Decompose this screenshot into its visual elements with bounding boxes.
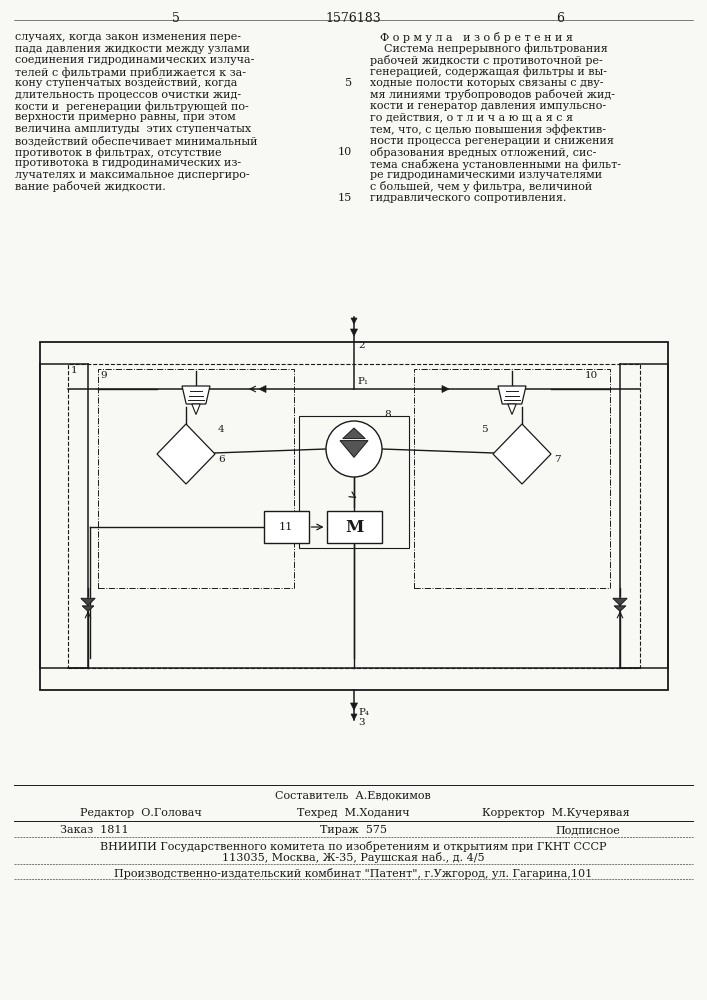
Text: P₄: P₄ xyxy=(358,708,369,717)
Text: телей с фильтрами приближается к за-: телей с фильтрами приближается к за- xyxy=(15,66,246,78)
Text: ходные полости которых связаны с дву-: ходные полости которых связаны с дву- xyxy=(370,78,604,88)
Text: кону ступенчатых воздействий, когда: кону ступенчатых воздействий, когда xyxy=(15,78,238,88)
Text: P₂: P₂ xyxy=(179,448,189,456)
Bar xyxy=(327,511,382,543)
Text: пада давления жидкости между узлами: пада давления жидкости между узлами xyxy=(15,43,250,53)
Text: длительность процессов очистки жид-: длительность процессов очистки жид- xyxy=(15,90,241,100)
Bar xyxy=(40,342,668,690)
Text: мя линиями трубопроводов рабочей жид-: мя линиями трубопроводов рабочей жид- xyxy=(370,90,615,101)
Bar xyxy=(264,511,308,543)
Text: тема снабжена установленными на фильт-: тема снабжена установленными на фильт- xyxy=(370,158,621,169)
Text: 4: 4 xyxy=(218,424,225,434)
Text: M: M xyxy=(345,518,363,536)
Text: кости и генератор давления импульсно-: кости и генератор давления импульсно- xyxy=(370,101,606,111)
Polygon shape xyxy=(259,385,266,392)
Text: 9: 9 xyxy=(100,371,107,380)
Text: кости и  регенерации фильтрующей по-: кости и регенерации фильтрующей по- xyxy=(15,101,249,112)
Text: Заказ  1811: Заказ 1811 xyxy=(60,825,129,835)
Text: 10: 10 xyxy=(585,371,598,380)
Bar xyxy=(299,416,409,548)
Text: Система непрерывного фильтрования: Система непрерывного фильтрования xyxy=(370,43,608,54)
Bar xyxy=(414,369,610,588)
Polygon shape xyxy=(498,386,526,404)
Polygon shape xyxy=(81,598,95,605)
Text: с большей, чем у фильтра, величиной: с большей, чем у фильтра, величиной xyxy=(370,182,592,192)
Polygon shape xyxy=(614,606,626,611)
Text: го действия, о т л и ч а ю щ а я с я: го действия, о т л и ч а ю щ а я с я xyxy=(370,112,573,122)
Text: Производственно-издательский комбинат "Патент", г.Ужгород, ул. Гагарина,101: Производственно-издательский комбинат "П… xyxy=(114,868,592,879)
Text: 7: 7 xyxy=(554,454,561,464)
Text: соединения гидродинамических излуча-: соединения гидродинамических излуча- xyxy=(15,55,255,65)
Polygon shape xyxy=(351,714,357,720)
Text: ВНИИПИ Государственного комитета по изобретениям и открытиям при ГКНТ СССР: ВНИИПИ Государственного комитета по изоб… xyxy=(100,841,606,852)
Text: верхности примерно равны, при этом: верхности примерно равны, при этом xyxy=(15,112,235,122)
Text: рабочей жидкости с противоточной ре-: рабочей жидкости с противоточной ре- xyxy=(370,55,603,66)
Text: 6: 6 xyxy=(218,454,225,464)
Text: 5: 5 xyxy=(172,12,180,25)
Text: гидравлического сопротивления.: гидравлического сопротивления. xyxy=(370,193,566,203)
Text: тем, что, с целью повышения эффектив-: тем, что, с целью повышения эффектив- xyxy=(370,124,606,135)
Bar xyxy=(98,369,294,588)
Text: 15: 15 xyxy=(338,193,352,203)
Polygon shape xyxy=(343,428,366,439)
Polygon shape xyxy=(340,441,368,457)
Text: 1: 1 xyxy=(71,366,78,375)
Text: 3: 3 xyxy=(358,718,365,727)
Text: 1576183: 1576183 xyxy=(325,12,381,25)
Text: 6: 6 xyxy=(556,12,564,25)
Text: 5: 5 xyxy=(481,424,488,434)
Polygon shape xyxy=(182,386,210,404)
Text: 2: 2 xyxy=(358,341,365,350)
Text: 113035, Москва, Ж-35, Раушская наб., д. 4/5: 113035, Москва, Ж-35, Раушская наб., д. … xyxy=(222,852,484,863)
Text: Техред  М.Ходанич: Техред М.Ходанич xyxy=(297,808,409,818)
Text: противотока в гидродинамических из-: противотока в гидродинамических из- xyxy=(15,158,241,168)
Text: Составитель  А.Евдокимов: Составитель А.Евдокимов xyxy=(275,790,431,800)
Text: противоток в фильтрах, отсутствие: противоток в фильтрах, отсутствие xyxy=(15,147,221,158)
Polygon shape xyxy=(82,606,94,611)
Text: воздействий обеспечивает минимальный: воздействий обеспечивает минимальный xyxy=(15,135,257,146)
Circle shape xyxy=(326,421,382,477)
Text: 5: 5 xyxy=(345,78,352,88)
Text: ности процесса регенерации и снижения: ности процесса регенерации и снижения xyxy=(370,135,614,145)
Text: Тираж  575: Тираж 575 xyxy=(320,825,387,835)
Text: Подписное: Подписное xyxy=(555,825,620,835)
Polygon shape xyxy=(351,318,357,324)
Text: величина амплитуды  этих ступенчатых: величина амплитуды этих ступенчатых xyxy=(15,124,251,134)
Polygon shape xyxy=(493,424,551,484)
Text: Ф о р м у л а   и з о б р е т е н и я: Ф о р м у л а и з о б р е т е н и я xyxy=(380,32,573,43)
Bar xyxy=(68,364,640,668)
Polygon shape xyxy=(351,329,358,336)
Polygon shape xyxy=(351,703,358,710)
Text: вание рабочей жидкости.: вание рабочей жидкости. xyxy=(15,182,165,192)
Text: Редактор  О.Головач: Редактор О.Головач xyxy=(80,808,201,818)
Text: образования вредных отложений, сис-: образования вредных отложений, сис- xyxy=(370,147,597,158)
Polygon shape xyxy=(613,598,627,605)
Text: 10: 10 xyxy=(338,147,352,157)
Text: P₁: P₁ xyxy=(357,377,368,386)
Text: случаях, когда закон изменения пере-: случаях, когда закон изменения пере- xyxy=(15,32,241,42)
Text: 11: 11 xyxy=(279,522,293,532)
Polygon shape xyxy=(442,385,449,392)
Text: ре гидродинамическими излучателями: ре гидродинамическими излучателями xyxy=(370,170,602,180)
Text: генерацией, содержащая фильтры и вы-: генерацией, содержащая фильтры и вы- xyxy=(370,66,607,77)
Polygon shape xyxy=(157,424,215,484)
Text: Корректор  М.Кучерявая: Корректор М.Кучерявая xyxy=(482,808,630,818)
Polygon shape xyxy=(508,404,516,414)
Text: лучателях и максимальное диспергиро-: лучателях и максимальное диспергиро- xyxy=(15,170,250,180)
Polygon shape xyxy=(192,404,200,414)
Text: P₃: P₃ xyxy=(515,448,525,456)
Text: 8: 8 xyxy=(384,410,391,419)
